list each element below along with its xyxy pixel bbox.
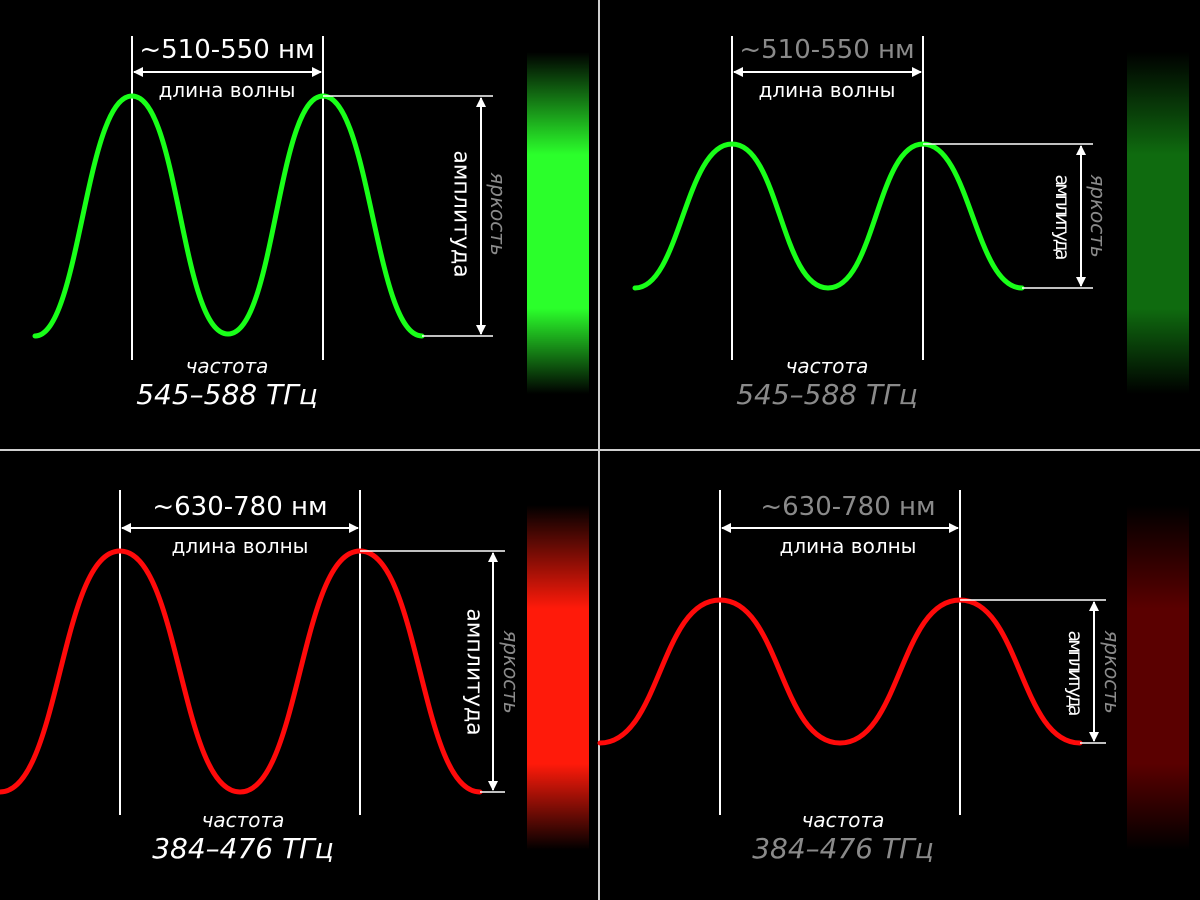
wave-curve — [0, 548, 483, 795]
amplitude-label: амплитуда — [1064, 631, 1086, 715]
brightness-bar — [527, 505, 589, 850]
brightness-label: яркость — [499, 630, 523, 713]
wavelength-range: ~510-550 нм — [739, 35, 914, 65]
wavelength-range: ~510-550 нм — [139, 35, 314, 65]
frequency-label: частота — [802, 808, 885, 832]
wavelength-range: ~630-780 нм — [760, 492, 935, 522]
wave-curve — [597, 597, 1083, 746]
wavelength-label: длина волны — [759, 78, 896, 102]
amplitude-label: амплитуда — [462, 608, 487, 735]
frequency-range: 545–588 ТГц — [736, 378, 918, 411]
wavelength-label: длина волны — [159, 78, 296, 102]
amplitude-label: амплитуда — [449, 150, 474, 277]
frequency-range: 384–476 ТГц — [752, 832, 934, 865]
brightness-label: яркость — [486, 172, 510, 255]
wave-curve — [632, 141, 1025, 291]
wavelength-label: длина волны — [780, 534, 917, 558]
frequency-label: частота — [186, 354, 269, 378]
wavelength-label: длина волны — [172, 534, 309, 558]
frequency-label: частота — [786, 354, 869, 378]
wavelength-range: ~630-780 нм — [152, 492, 327, 522]
frequency-range: 384–476 ТГц — [152, 832, 334, 865]
frequency-range: 545–588 ТГц — [136, 378, 318, 411]
panel-green-bright: ~510-550 нм длина волны амплитуда яркост… — [32, 35, 589, 411]
frequency-label: частота — [202, 808, 285, 832]
panel-green-dim: ~510-550 нм длина волны амплитуда яркост… — [632, 35, 1189, 411]
wave-curve — [32, 93, 425, 339]
amplitude-label: амплитуда — [1051, 175, 1073, 259]
panel-red-dim: ~630-780 нм длина волны амплитуда яркост… — [597, 490, 1189, 865]
brightness-bar — [1127, 52, 1189, 394]
brightness-bar — [1127, 505, 1189, 850]
brightness-label: яркость — [1086, 174, 1110, 257]
brightness-label: яркость — [1100, 630, 1124, 713]
brightness-bar — [527, 52, 589, 394]
panel-red-bright: ~630-780 нм длина волны амплитуда яркост… — [0, 490, 589, 865]
